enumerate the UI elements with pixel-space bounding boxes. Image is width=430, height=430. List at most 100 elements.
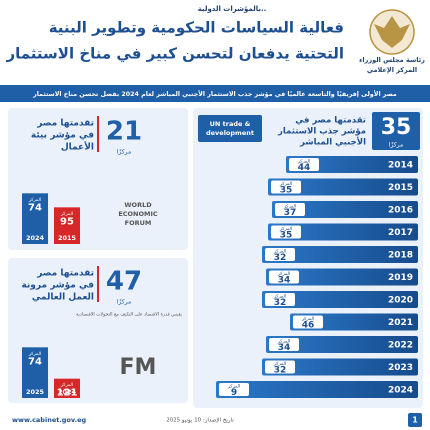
- title-line: فعالية السياسات الحكومية وتطوير البنية: [49, 19, 344, 37]
- value-label: 95: [60, 216, 74, 227]
- year-label: 2017: [388, 228, 413, 238]
- bar: [22, 347, 48, 398]
- advance-unit: مركزًا: [117, 299, 131, 306]
- footer-date: تاريخ الإصدار: 10 يونيو 2025: [166, 418, 234, 424]
- caption: تقدمتها مصر: [36, 269, 94, 279]
- value-box: [271, 180, 301, 194]
- value-box: [265, 248, 295, 261]
- panel: [8, 258, 188, 403]
- value-box: [265, 360, 295, 374]
- advance-unit: مركزًا: [117, 149, 131, 156]
- year-label: 2024: [58, 388, 77, 396]
- advance-number: 21: [106, 117, 142, 147]
- value-label: 32: [274, 298, 287, 308]
- source-logo-text: UN trade &: [210, 120, 251, 128]
- value-prefix: المركز: [273, 294, 286, 300]
- caption: مؤشر جذب الاستثمار: [277, 127, 366, 137]
- bar: [266, 336, 418, 353]
- caption: تقدمتها مصر في: [295, 116, 366, 126]
- bar: [268, 178, 418, 196]
- value-label: 121: [57, 388, 78, 399]
- year-label: 2018: [388, 251, 413, 261]
- year-label: 2024: [26, 234, 45, 242]
- source-logo-text: ECONOMIC: [118, 210, 158, 218]
- bar: [262, 358, 418, 376]
- value-box: [219, 383, 249, 396]
- value-label: 32: [274, 366, 287, 376]
- year-label: 2014: [388, 161, 413, 171]
- value-prefix: المركز: [297, 159, 310, 165]
- value-prefix: المركز: [277, 339, 290, 345]
- source-logo-text: FM: [120, 355, 157, 380]
- value-box: [269, 270, 299, 284]
- value-label: 44: [298, 163, 311, 173]
- year-label: 2019: [388, 273, 413, 283]
- advance-unit: مركزًا: [389, 142, 403, 149]
- value-prefix: المركز: [277, 271, 290, 277]
- value-label: 74: [28, 356, 42, 367]
- bar: [268, 223, 418, 241]
- year-label: 2015: [58, 234, 77, 242]
- title-line: التحتية يدفعان لتحسن كبير في مناخ الاستث…: [5, 45, 344, 63]
- value-prefix: المركز: [28, 197, 41, 203]
- year-label: 2021: [388, 318, 413, 328]
- logo-text: المركز الإعلامي: [367, 66, 417, 74]
- value-box: [289, 158, 319, 171]
- value-prefix: المركز: [279, 226, 292, 232]
- year-label: 2015: [388, 183, 413, 193]
- panel: [8, 108, 188, 250]
- value-prefix: المركز: [301, 316, 314, 322]
- value-prefix: المركز: [283, 204, 296, 210]
- value-prefix: المركز: [273, 361, 286, 367]
- bar: [22, 193, 48, 244]
- caption: الأعمال: [61, 141, 94, 153]
- footer-url: www.cabinet.gov.eg: [12, 416, 87, 424]
- page-box: [408, 413, 422, 427]
- value-label: 9: [231, 388, 237, 398]
- caption: العمل العالمي: [32, 293, 94, 303]
- source-logo: [198, 115, 262, 142]
- value-box: [269, 338, 299, 351]
- bar: [54, 207, 80, 244]
- value-label: 34: [278, 276, 291, 286]
- year-label: 2016: [388, 206, 413, 216]
- value-prefix: المركز: [273, 249, 286, 255]
- value-label: 37: [284, 208, 297, 218]
- bar: [216, 381, 418, 398]
- source-logo-text: development: [206, 129, 254, 137]
- value-prefix: المركز: [60, 382, 73, 388]
- bar: [262, 246, 418, 263]
- value-prefix: المركز: [227, 384, 240, 390]
- value-box: [265, 293, 295, 306]
- value-box: [271, 225, 301, 239]
- advance-box: [372, 112, 420, 150]
- value-prefix: المركز: [279, 181, 292, 187]
- caption: في مؤشر مرونة: [21, 281, 94, 291]
- value-label: 35: [280, 231, 293, 241]
- value-prefix: المركز: [60, 211, 73, 217]
- kicker: بالمؤشرات الدولية..: [198, 5, 267, 13]
- bar: [272, 201, 418, 218]
- value-box: [275, 203, 305, 216]
- value-label: 46: [302, 321, 315, 331]
- advance-number: 35: [381, 115, 412, 140]
- advance-number: 47: [106, 267, 142, 297]
- value-label: 34: [278, 343, 291, 353]
- value-label: 35: [280, 186, 293, 196]
- bar: [262, 291, 418, 308]
- year-label: 2020: [388, 296, 413, 306]
- source-logo-text: FORUM: [125, 219, 152, 227]
- caption: في مؤشر بيئة: [31, 131, 94, 141]
- value-prefix: المركز: [28, 351, 41, 357]
- banner-text: مصر الأولى إفريقيًا والتاسعة عالميًا في …: [32, 90, 397, 98]
- logo-eagle: [374, 16, 410, 48]
- caption: تقدمتها مصر: [36, 119, 94, 129]
- year-label: 2023: [388, 363, 413, 373]
- banner: [0, 85, 430, 102]
- value-label: 74: [28, 202, 42, 213]
- year-label: 2022: [388, 341, 413, 351]
- bar: [266, 268, 418, 286]
- value-label: 32: [274, 253, 287, 263]
- year-label: 2025: [26, 388, 45, 396]
